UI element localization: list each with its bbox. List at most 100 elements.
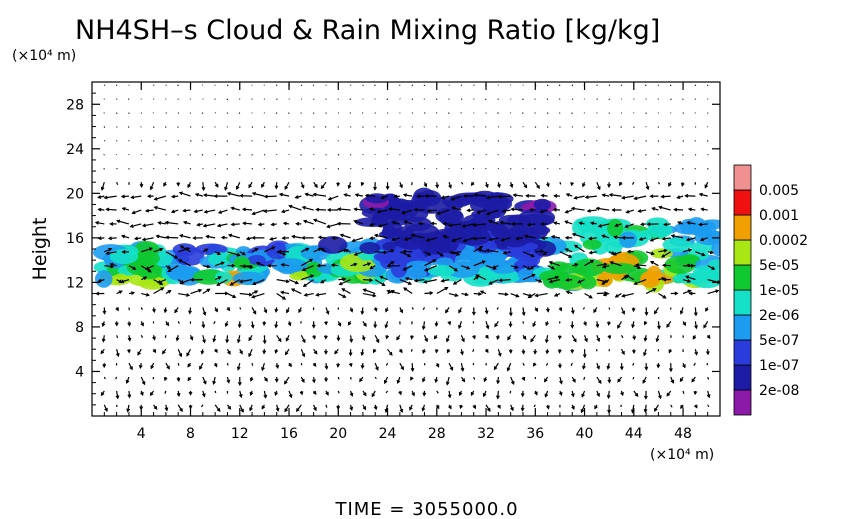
wind-vector xyxy=(582,307,586,310)
wind-vector-head xyxy=(488,237,493,242)
wind-vector-head xyxy=(646,222,651,227)
wind-vector-head xyxy=(546,405,550,410)
wind-vector-head xyxy=(230,222,235,227)
wind-vector xyxy=(226,154,228,156)
wind-vector-head xyxy=(498,278,503,283)
wind-vector-head xyxy=(514,265,519,269)
wind-vector-head xyxy=(460,367,465,372)
wind-vector-head xyxy=(565,193,570,197)
cloud-cell xyxy=(650,248,673,259)
wind-vector-head xyxy=(506,367,511,372)
wind-vector-head xyxy=(280,209,286,214)
wind-vector-head xyxy=(373,406,378,411)
wind-vector-head xyxy=(529,265,534,270)
wind-vector xyxy=(488,220,499,225)
wind-vector xyxy=(281,209,290,213)
wind-vector xyxy=(156,235,167,239)
wind-vector xyxy=(186,348,192,356)
cloud-cell xyxy=(406,260,432,270)
wind-vector xyxy=(596,207,610,211)
cloud-cell xyxy=(470,249,487,269)
wind-vector xyxy=(426,237,437,242)
wind-vector-head xyxy=(439,252,444,257)
wind-vector-head xyxy=(213,194,218,199)
wind-vector-head xyxy=(167,265,172,269)
wind-vector-head xyxy=(121,207,126,211)
wind-vector-head xyxy=(570,206,575,211)
wind-vector-head xyxy=(658,395,662,400)
wind-vector xyxy=(153,154,155,156)
y-tick-label: 12 xyxy=(66,275,84,291)
wind-vector-head xyxy=(440,195,445,200)
wind-vector xyxy=(252,279,265,285)
wind-vector-head xyxy=(429,291,434,295)
wind-vector-head xyxy=(353,252,358,256)
wind-vector-head xyxy=(706,335,711,340)
wind-vector-head xyxy=(100,186,105,191)
wind-vector-head xyxy=(274,349,279,354)
wind-vector-head xyxy=(337,322,342,327)
wind-vector-head xyxy=(127,337,132,342)
wind-vector xyxy=(501,237,511,241)
wind-vector-head xyxy=(326,208,332,212)
wind-vector-head xyxy=(650,251,655,256)
wind-vector-head xyxy=(458,324,462,330)
wind-vector xyxy=(328,195,339,201)
wind-vector xyxy=(620,126,622,128)
wind-vector xyxy=(441,195,450,199)
wind-vector-head xyxy=(540,236,545,241)
wind-vector-head xyxy=(313,350,318,355)
wind-vector xyxy=(528,293,536,299)
wind-vector xyxy=(595,167,598,170)
wind-vector-head xyxy=(178,191,183,196)
wind-vector-head xyxy=(451,206,456,210)
wind-vector-head xyxy=(447,321,452,326)
wind-vector-head xyxy=(607,335,612,340)
wind-vector-head xyxy=(238,279,244,284)
wind-vector-head xyxy=(496,395,500,400)
wind-vector xyxy=(610,261,622,267)
wind-vector xyxy=(436,287,448,295)
wind-vector xyxy=(264,246,275,253)
wind-vector-head xyxy=(150,365,155,370)
wind-vector-head xyxy=(434,378,439,384)
wind-vector xyxy=(243,208,253,211)
wind-vector xyxy=(141,292,150,296)
wind-vector xyxy=(626,209,634,214)
wind-vector-head xyxy=(613,235,618,240)
wind-vector-head xyxy=(288,394,293,399)
wind-vector-head xyxy=(203,193,208,198)
y-tick-label: 4 xyxy=(75,364,84,380)
wind-vector xyxy=(596,98,598,100)
wind-vector-head xyxy=(523,234,528,239)
wind-vector xyxy=(128,265,136,270)
wind-vector-head xyxy=(206,264,211,269)
wind-vector-head xyxy=(164,235,170,240)
wind-vector-head xyxy=(133,236,139,241)
wind-vector-head xyxy=(423,183,428,188)
wind-vector-head xyxy=(179,280,184,285)
wind-vector xyxy=(165,251,178,259)
wind-vector-head xyxy=(114,322,119,327)
wind-vector-head xyxy=(175,337,180,342)
wind-vector xyxy=(115,376,118,380)
wind-vector-head xyxy=(399,408,404,414)
wind-vector-head xyxy=(342,277,347,282)
wind-vector-head xyxy=(100,392,105,397)
wind-vector-head xyxy=(521,376,526,381)
wind-vector xyxy=(645,251,655,255)
wind-vector-head xyxy=(360,310,365,315)
wind-vector-head xyxy=(277,249,282,254)
wind-vector-head xyxy=(462,193,467,198)
wind-vector-head xyxy=(375,339,380,344)
wind-vector-head xyxy=(312,362,317,367)
wind-vector xyxy=(674,208,684,211)
wind-vector-head xyxy=(153,405,158,410)
wind-vector-head xyxy=(440,278,445,283)
wind-vector xyxy=(239,292,252,296)
wind-vector-head xyxy=(436,211,441,216)
wind-vector xyxy=(472,362,475,366)
wind-vector xyxy=(264,209,277,212)
wind-vector xyxy=(214,404,221,412)
wind-vector-head xyxy=(373,186,377,191)
